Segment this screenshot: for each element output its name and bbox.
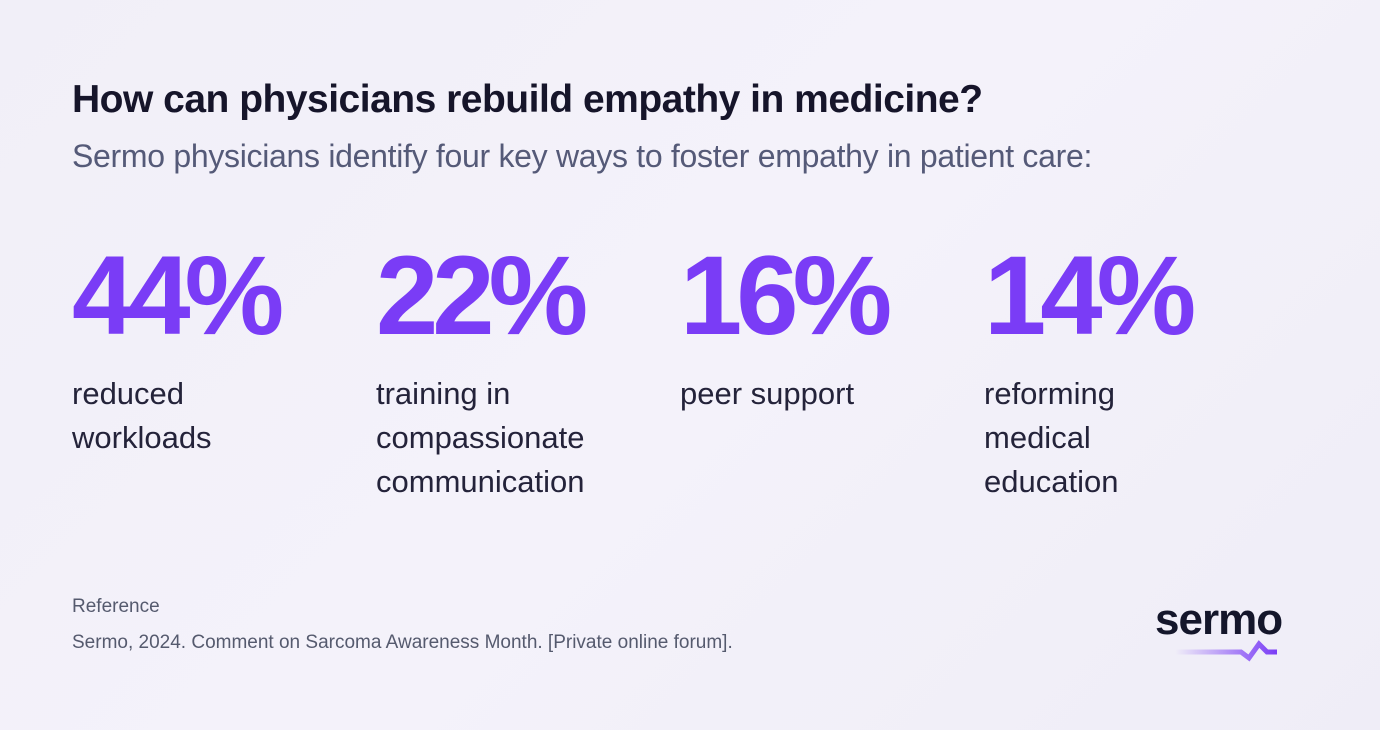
stat-training: 22% training in compassionate communicat… bbox=[376, 233, 588, 504]
page-subtitle: Sermo physicians identify four key ways … bbox=[72, 138, 1093, 174]
stat-reduced-workloads: 44% reduced workloads bbox=[72, 233, 284, 460]
stat-peer-support: 16% peer support bbox=[680, 233, 892, 416]
stat-medical-education: 14% reforming medical education bbox=[984, 233, 1196, 504]
reference-heading: Reference bbox=[72, 596, 160, 617]
logo-pulse-icon bbox=[1175, 640, 1277, 662]
stat-value: 14% bbox=[984, 233, 1196, 358]
stat-label: training in compassionate communication bbox=[376, 376, 585, 499]
stat-label: peer support bbox=[680, 376, 855, 411]
stat-label: reduced workloads bbox=[72, 376, 212, 455]
page-title: How can physicians rebuild empathy in me… bbox=[72, 78, 983, 121]
stat-value: 16% bbox=[680, 233, 892, 358]
reference-text: Sermo, 2024. Comment on Sarcoma Awarenes… bbox=[72, 632, 733, 653]
stat-value: 22% bbox=[376, 233, 588, 358]
logo-text: sermo bbox=[1155, 595, 1283, 644]
sermo-logo: sermo bbox=[1155, 598, 1315, 662]
stat-value: 44% bbox=[72, 233, 284, 358]
stat-label: reforming medical education bbox=[984, 376, 1119, 499]
